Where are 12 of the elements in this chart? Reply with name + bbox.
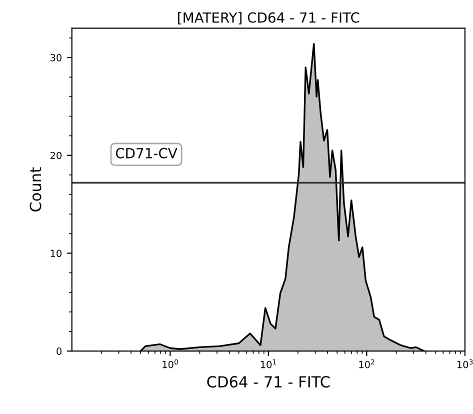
chart-title: [MATERY] CD64 - 71 - FITC xyxy=(178,12,360,24)
x-tick-label: 10$^{3}$ xyxy=(457,359,473,368)
y-axis-title: Count xyxy=(30,167,42,212)
y-tick-label: 30 xyxy=(50,54,62,62)
y-tick-label: 0 xyxy=(56,348,62,355)
y-tick-label: 20 xyxy=(50,152,62,160)
x-tick-label: 10$^{2}$ xyxy=(359,359,374,368)
ref-line-label: CD71-CV xyxy=(116,148,178,158)
y-tick-label: 10 xyxy=(50,250,62,258)
x-tick-label: 10$^{0}$ xyxy=(162,359,178,368)
x-tick-label: 10$^{1}$ xyxy=(260,359,276,368)
x-axis-title: CD64 - 71 - FITC xyxy=(207,376,330,388)
